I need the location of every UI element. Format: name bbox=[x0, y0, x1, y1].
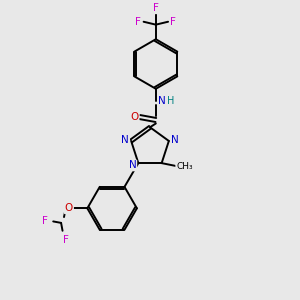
Text: CH₃: CH₃ bbox=[176, 161, 193, 170]
Text: O: O bbox=[65, 203, 73, 213]
Text: N: N bbox=[158, 96, 166, 106]
Text: N: N bbox=[122, 134, 129, 145]
Text: F: F bbox=[41, 216, 47, 226]
Text: H: H bbox=[167, 96, 175, 106]
Text: N: N bbox=[171, 134, 178, 145]
Text: F: F bbox=[153, 3, 159, 13]
Text: O: O bbox=[130, 112, 139, 122]
Text: F: F bbox=[135, 17, 141, 27]
Text: F: F bbox=[170, 17, 176, 27]
Text: F: F bbox=[62, 236, 68, 245]
Text: N: N bbox=[129, 160, 136, 170]
